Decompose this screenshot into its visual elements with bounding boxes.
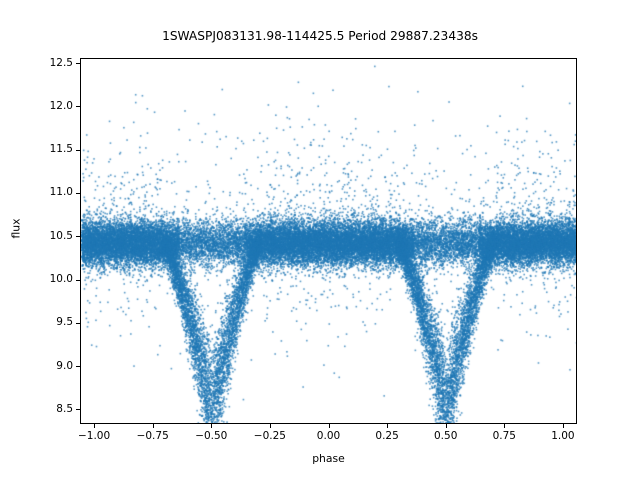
x-tick-mark bbox=[446, 424, 447, 428]
y-tick-mark bbox=[76, 63, 80, 64]
y-tick-label: 10.0 bbox=[49, 273, 73, 285]
x-tick-label: 0.50 bbox=[434, 430, 458, 442]
x-tick-mark bbox=[329, 424, 330, 428]
y-tick-mark bbox=[76, 193, 80, 194]
x-tick-mark bbox=[270, 424, 271, 428]
y-tick-mark bbox=[76, 280, 80, 281]
y-tick-label: 12.0 bbox=[49, 99, 73, 112]
x-tick-label: −0.50 bbox=[195, 430, 228, 442]
y-axis-label: flux bbox=[9, 218, 23, 239]
y-tick-mark bbox=[76, 323, 80, 324]
x-tick-mark bbox=[563, 424, 564, 428]
x-tick-mark bbox=[94, 424, 95, 428]
x-tick-mark bbox=[504, 424, 505, 428]
y-tick-label: 9.5 bbox=[56, 316, 73, 329]
x-tick-label: −0.75 bbox=[136, 430, 169, 442]
y-tick-mark bbox=[76, 106, 80, 107]
x-tick-label: −0.25 bbox=[253, 430, 286, 442]
page-title: 1SWASPJ083131.98-114425.5 Period 29887.2… bbox=[162, 29, 478, 43]
y-axis-tick-labels: 8.5 9.0 9.5 10.0 10.5 11.0 11.5 12.0 12.5 bbox=[25, 0, 73, 480]
y-tick-label: 11.5 bbox=[49, 143, 73, 156]
x-tick-label: 0.25 bbox=[375, 430, 399, 442]
scatter-plot-canvas bbox=[81, 59, 576, 423]
y-tick-label: 10.5 bbox=[49, 229, 73, 242]
y-tick-mark bbox=[76, 409, 80, 410]
x-tick-label: 0.75 bbox=[492, 430, 516, 442]
y-tick-label: 9.0 bbox=[56, 359, 73, 372]
y-tick-mark bbox=[76, 366, 80, 367]
x-axis-label: phase bbox=[312, 452, 345, 465]
x-tick-mark bbox=[211, 424, 212, 428]
x-tick-mark bbox=[387, 424, 388, 428]
y-tick-mark bbox=[76, 150, 80, 151]
x-tick-label: −1.00 bbox=[77, 430, 111, 442]
y-tick-mark bbox=[76, 236, 80, 237]
x-tick-mark bbox=[153, 424, 154, 428]
x-tick-label: 0.00 bbox=[316, 430, 341, 442]
y-tick-label: 11.0 bbox=[49, 186, 73, 199]
x-tick-label: 1.00 bbox=[551, 430, 575, 442]
y-tick-label: 8.5 bbox=[56, 402, 73, 415]
y-tick-label: 12.5 bbox=[49, 56, 73, 69]
